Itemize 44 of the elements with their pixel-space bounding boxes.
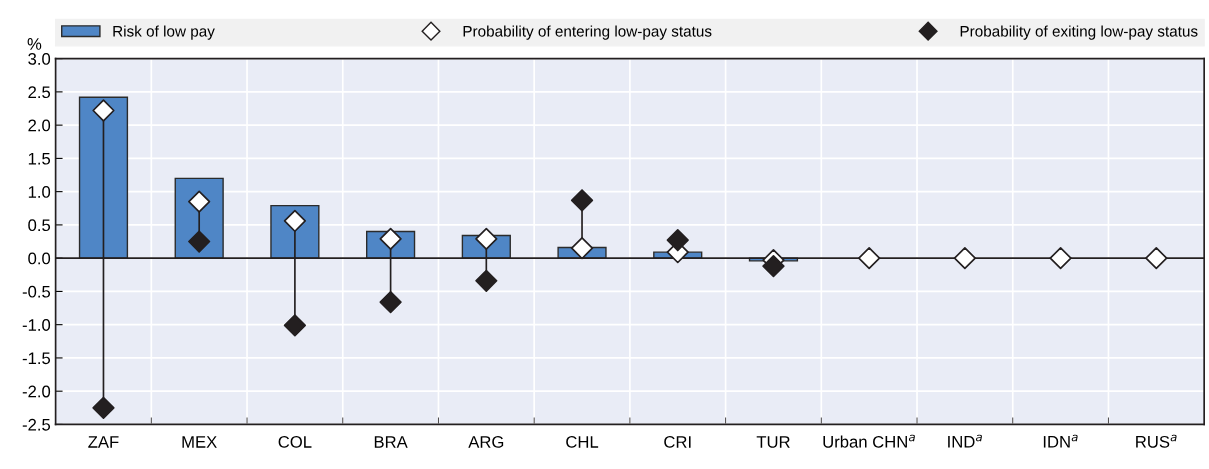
y-tick-label: 1.0 bbox=[28, 186, 51, 198]
y-tick-label: 0.5 bbox=[28, 219, 51, 232]
x-tick-label: ARG bbox=[468, 436, 504, 448]
y-tick-label: 1.5 bbox=[28, 152, 51, 165]
y-axis-title: % bbox=[27, 38, 42, 50]
point bbox=[1049, 247, 1072, 270]
x-tick-label: IND$^{a}$ bbox=[948, 434, 982, 448]
point bbox=[92, 396, 115, 419]
x-tick-label: MEX bbox=[182, 436, 217, 448]
x-tick-label: CHL bbox=[566, 436, 599, 448]
y-tick-label: 2.0 bbox=[28, 119, 51, 132]
point bbox=[283, 314, 307, 337]
point bbox=[570, 237, 594, 260]
point bbox=[762, 255, 785, 278]
x-tick-label: COL bbox=[278, 436, 312, 448]
point bbox=[379, 290, 402, 314]
point bbox=[858, 247, 881, 270]
x-tick-label: BRA bbox=[374, 436, 408, 448]
point bbox=[188, 190, 211, 213]
y-tick-label: -1.5 bbox=[22, 352, 51, 365]
x-tick-label: RUS$^{a}$ bbox=[1136, 434, 1177, 448]
y-tick-label: -1.0 bbox=[22, 319, 51, 331]
x-tick-label: TUR bbox=[756, 436, 790, 448]
point bbox=[1145, 247, 1168, 270]
point bbox=[475, 269, 498, 292]
point bbox=[953, 247, 977, 270]
x-tick-label: Urban CHN$^{a}$ bbox=[823, 434, 915, 448]
y-tick-label: -2.5 bbox=[22, 418, 51, 431]
y-tick-label: 2.5 bbox=[28, 86, 51, 99]
x-tick-label: ZAF bbox=[88, 436, 119, 448]
legend-label: Probability of entering low-pay status bbox=[463, 25, 712, 40]
x-tick-label: CRI bbox=[664, 436, 691, 448]
point bbox=[570, 189, 594, 212]
legend-label: Risk of low pay bbox=[113, 25, 215, 40]
point bbox=[475, 227, 498, 251]
y-tick-label: 3.0 bbox=[28, 53, 51, 65]
x-tick-label: IDN$^{a}$ bbox=[1043, 434, 1078, 448]
y-tick-label: -0.5 bbox=[22, 285, 51, 298]
point bbox=[188, 230, 211, 253]
legend-label: Probability of exiting low-pay status bbox=[960, 25, 1198, 40]
point bbox=[666, 229, 689, 252]
y-tick-label: -2.0 bbox=[22, 385, 51, 398]
point bbox=[92, 99, 115, 122]
y-tick-label: 0.0 bbox=[28, 252, 51, 265]
